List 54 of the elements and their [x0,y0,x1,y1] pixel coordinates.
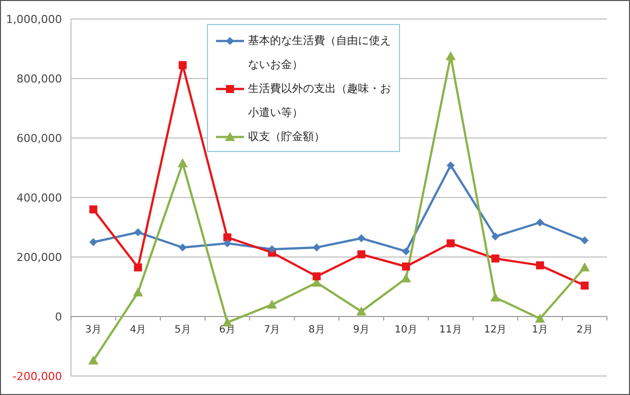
x-tick-label: 8月 [308,324,325,336]
legend-label: 生活費以外の支出（趣味・お小遣い等） [248,81,392,121]
point [580,282,589,290]
legend-label: 基本的な生活費（自由に使えないお金） [248,33,392,73]
y-tick-label: 200,000 [16,251,62,264]
point [536,261,544,270]
point [89,238,98,246]
point [401,273,411,282]
x-tick-label: 1月 [532,324,548,336]
point [491,232,500,240]
x-tick-label: 12月 [484,324,507,336]
x-tick-label: 2月 [576,324,593,336]
point [178,61,187,70]
legend-label: 収支（貯金額） [248,129,325,145]
point [580,236,589,244]
y-tick-label: 400,000 [16,192,62,204]
y-tick-label: 1,000,000 [6,13,62,26]
point [133,287,143,296]
point [580,262,590,272]
x-tick-label: 4月 [130,324,146,336]
y-tick-label: 600,000 [16,132,62,145]
point [268,245,276,254]
point [446,161,455,170]
point [446,51,456,60]
point [89,205,98,214]
point [490,292,500,302]
x-tick-label: 5月 [174,324,191,336]
point [88,356,98,365]
point [267,300,277,309]
point [223,239,232,248]
point [446,239,455,248]
y-tick-label: 800,000 [16,72,62,86]
point [312,272,321,280]
point [357,234,366,242]
point [491,254,500,262]
x-tick-label: 3月 [85,324,102,336]
x-tick-label: 11月 [439,324,462,336]
point [223,233,232,242]
point [178,243,187,252]
point [535,314,545,323]
y-tick-label: -200,000 [12,370,62,383]
x-tick-label: 9月 [353,324,370,336]
x-tick-label: 10月 [394,324,418,336]
point [357,250,366,258]
point [134,228,142,236]
point [312,243,321,252]
point [356,306,366,316]
y-tick-label: 0 [55,310,62,324]
x-tick-label: 7月 [264,324,280,336]
point [536,218,544,226]
point [134,263,142,272]
point [402,247,410,256]
point [402,262,410,271]
point [178,158,188,168]
